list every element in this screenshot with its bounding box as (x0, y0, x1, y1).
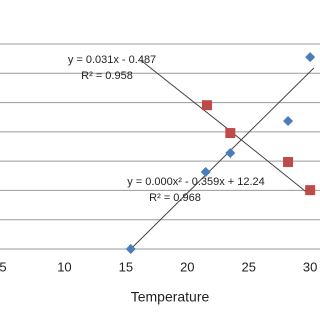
data-point (283, 157, 294, 168)
data-point (225, 128, 236, 139)
trendline (130, 67, 315, 250)
equation: y = 0.000x² - 0.359x + 12.24 (127, 176, 265, 188)
data-point (125, 244, 136, 254)
equation: y = 0.031x - 0.487 (68, 54, 156, 66)
x-tick-label: 30 (303, 259, 317, 274)
r-squared: R² = 0.968 (149, 192, 201, 204)
data-point (201, 100, 212, 111)
x-tick-label: 20 (180, 259, 194, 274)
data-point (305, 185, 316, 196)
data-point (305, 52, 316, 63)
x-tick-label: 10 (57, 259, 71, 274)
x-axis-title: Temperature (131, 289, 210, 305)
data-point (283, 116, 294, 127)
x-tick-label: 15 (119, 259, 133, 274)
data-point (225, 147, 236, 158)
r-squared: R² = 0.958 (81, 70, 133, 82)
x-tick-label: 5 (0, 259, 7, 274)
data-point (200, 166, 211, 177)
x-tick-label: 25 (242, 259, 256, 274)
